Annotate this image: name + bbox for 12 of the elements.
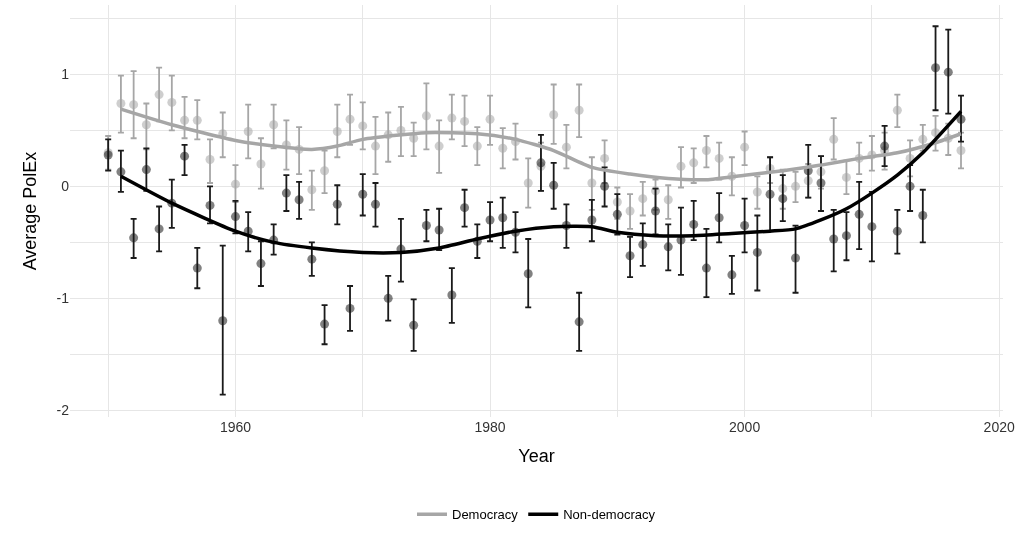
y-tick-label: -2 [56, 402, 70, 419]
y-tick-label: 1 [61, 66, 70, 83]
x-tick-label: 1960 [219, 419, 252, 435]
y-tick-label: 0 [61, 178, 70, 195]
x-tick-label: 1980 [474, 419, 506, 435]
y-tick-label: -1 [56, 290, 70, 307]
legend-label: Non-democracy [563, 507, 656, 523]
y-axis-title: Average PolEx [19, 151, 40, 271]
x-tick-label: 2000 [729, 419, 761, 435]
legend-label: Democracy [452, 507, 519, 523]
x-axis-title: Year [518, 446, 555, 467]
x-tick-label: 2020 [983, 419, 1015, 435]
